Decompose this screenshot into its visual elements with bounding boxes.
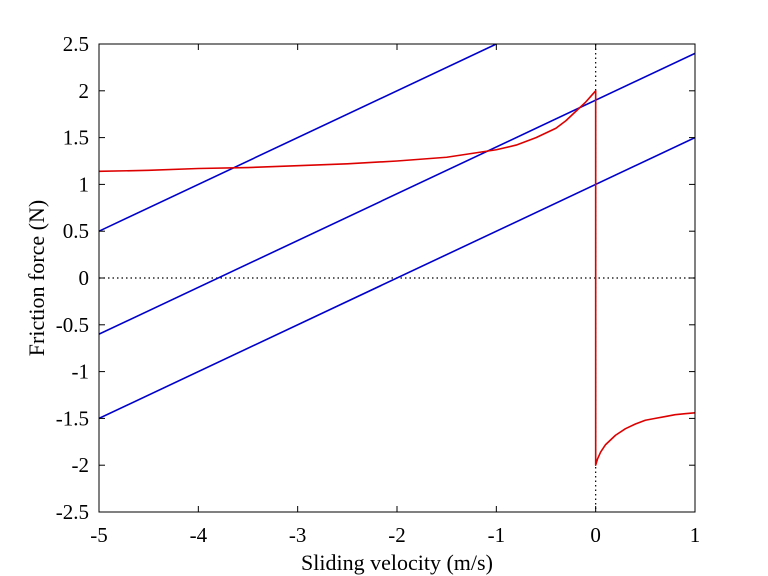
series-lines bbox=[99, 44, 695, 467]
y-tick-label: -1.5 bbox=[56, 406, 89, 430]
x-tick-label: -1 bbox=[488, 523, 506, 547]
y-tick-label: 2 bbox=[79, 79, 90, 103]
y-tick-label: -2.5 bbox=[56, 500, 89, 524]
load-line-blue-3 bbox=[99, 136, 695, 420]
friction-curve-red bbox=[99, 90, 695, 467]
x-tick-label: -4 bbox=[190, 523, 208, 547]
x-tick-label: 0 bbox=[590, 523, 601, 547]
y-tick-label: 0.5 bbox=[63, 219, 89, 243]
y-tick-label: -2 bbox=[72, 453, 90, 477]
y-tick-label: -0.5 bbox=[56, 313, 89, 337]
y-tick-label: 0 bbox=[79, 266, 90, 290]
x-tick-label: -3 bbox=[289, 523, 307, 547]
load-line-blue-2 bbox=[99, 52, 695, 335]
load-line-blue-1 bbox=[99, 44, 497, 232]
x-tick-label: -2 bbox=[388, 523, 406, 547]
y-axis-label: Friction force (N) bbox=[24, 200, 49, 356]
y-tick-label: 2.5 bbox=[63, 32, 89, 56]
y-tick-label: 1 bbox=[79, 172, 90, 196]
axis-ticks: -5 -4 -3 -2 -1 0 1 -2.5 -2 -1.5 -1 -0.5 0 0.5 1 1.5 2 2.5 bbox=[56, 32, 701, 547]
x-axis-label: Sliding velocity (m/s) bbox=[301, 550, 493, 575]
y-tick-label: -1 bbox=[72, 360, 90, 384]
x-tick-label: -5 bbox=[90, 523, 108, 547]
y-tick-label: 1.5 bbox=[63, 126, 89, 150]
x-tick-label: 1 bbox=[690, 523, 701, 547]
